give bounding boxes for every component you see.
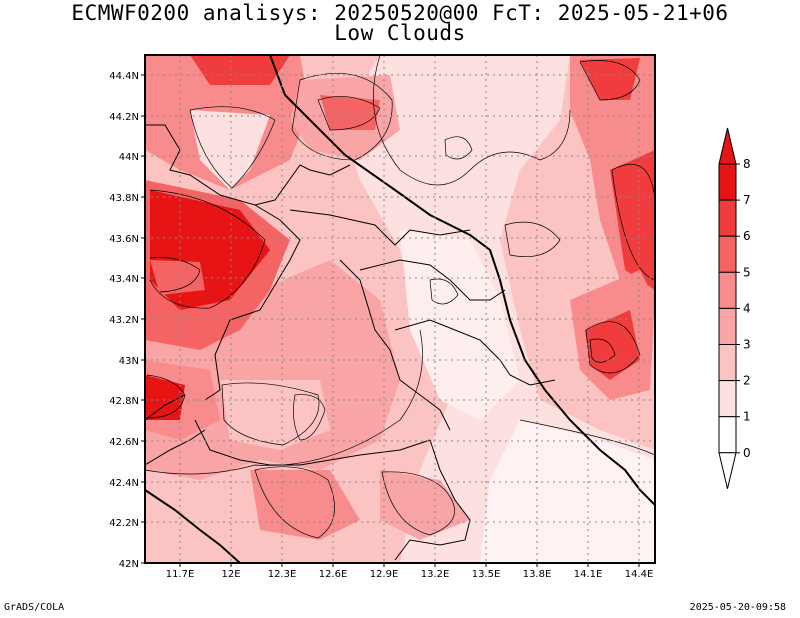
lat-tick-label: 43N — [119, 356, 139, 367]
lat-tick-label: 43.6N — [109, 234, 139, 245]
footer-credit: GrADS/COLA — [4, 602, 65, 613]
lat-tick-label: 43.4N — [109, 274, 139, 285]
legend-label: 1 — [743, 410, 751, 424]
legend-swatch — [718, 380, 737, 418]
lon-tick-label: 12.3E — [268, 569, 297, 580]
lat-tick-label: 42N — [119, 559, 139, 570]
legend-label: 5 — [743, 265, 751, 279]
lat-tick-label: 42.6N — [109, 437, 139, 448]
lat-tick-label: 43.8N — [109, 193, 139, 204]
lon-tick-label: 12E — [221, 569, 240, 580]
gridlines — [145, 55, 655, 563]
legend-swatch — [718, 271, 737, 309]
lat-tick-label: 42.2N — [109, 518, 139, 529]
legend-label: 6 — [743, 229, 751, 243]
map-frame — [144, 54, 656, 564]
legend-label: 4 — [743, 301, 751, 315]
legend-swatch — [718, 163, 737, 201]
lat-tick-label: 43.2N — [109, 315, 139, 326]
contour-lines — [145, 55, 655, 539]
legend-swatch — [718, 235, 737, 273]
color-legend: 8 7 6 5 4 3 2 1 0 — [718, 127, 751, 489]
legend-arrow-bottom — [718, 452, 737, 489]
lat-tick-label: 44.2N — [109, 112, 139, 123]
legend-label: 7 — [743, 193, 751, 207]
legend-swatch — [718, 199, 737, 237]
legend-arrow-top — [718, 127, 737, 165]
lon-tick-label: 13.8E — [523, 569, 552, 580]
legend-label: 0 — [743, 446, 751, 460]
lon-tick-label: 11.7E — [166, 569, 195, 580]
chart-subtitle: Low Clouds — [334, 21, 466, 45]
lon-tick-label: 12.9E — [370, 569, 399, 580]
lat-tick-label: 44.4N — [109, 71, 139, 82]
legend-swatch — [718, 307, 737, 345]
low-cloud-field — [145, 55, 655, 563]
lon-tick-label: 14.1E — [574, 569, 603, 580]
legend-swatch — [718, 416, 737, 454]
lon-tick-label: 12.6E — [319, 569, 348, 580]
axis-ticks — [141, 74, 640, 567]
lat-tick-label: 42.4N — [109, 478, 139, 489]
chart-title: ECMWF0200 analisys: 20250520@00 FcT: 202… — [71, 1, 729, 25]
legend-label: 3 — [743, 338, 751, 352]
lon-tick-label: 13.5E — [472, 569, 501, 580]
lat-tick-label: 44N — [119, 152, 139, 163]
lat-tick-label: 42.8N — [109, 396, 139, 407]
lon-tick-label: 13.2E — [421, 569, 450, 580]
legend-label: 2 — [743, 374, 751, 388]
footer-timestamp: 2025-05-20-09:58 — [689, 602, 786, 613]
legend-label: 8 — [743, 157, 751, 171]
coastline — [145, 55, 655, 563]
lon-tick-label: 14.4E — [625, 569, 654, 580]
legend-swatch — [718, 344, 737, 382]
